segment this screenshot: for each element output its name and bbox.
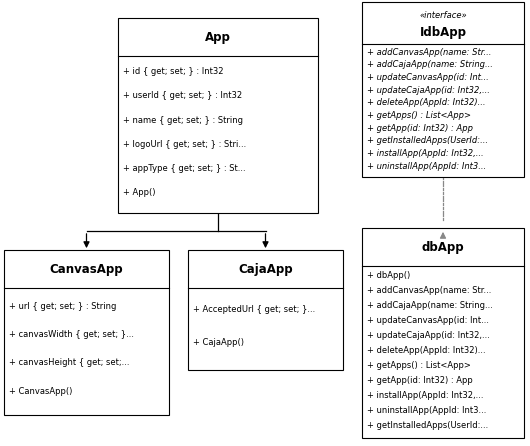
Text: + url { get; set; } : String: + url { get; set; } : String xyxy=(9,302,117,311)
Text: + name { get; set; } : String: + name { get; set; } : String xyxy=(123,116,243,124)
Text: + canvasHeight { get; set;...: + canvasHeight { get; set;... xyxy=(9,358,129,368)
Text: + AcceptedUrl { get; set; }...: + AcceptedUrl { get; set; }... xyxy=(193,305,315,314)
Text: + getInstalledApps(UserId:...: + getInstalledApps(UserId:... xyxy=(367,421,488,430)
Text: + deleteApp(AppId: Int32)...: + deleteApp(AppId: Int32)... xyxy=(367,99,485,107)
Bar xyxy=(362,228,524,438)
Text: «interface»: «interface» xyxy=(419,11,467,20)
Text: + updateCajaApp(id: Int32,...: + updateCajaApp(id: Int32,... xyxy=(367,331,490,340)
Text: + installApp(AppId: Int32,...: + installApp(AppId: Int32,... xyxy=(367,391,483,400)
Text: + addCanvasApp(name: Str...: + addCanvasApp(name: Str... xyxy=(367,286,491,295)
Text: + logoUrl { get; set; } : Stri...: + logoUrl { get; set; } : Stri... xyxy=(123,140,246,149)
Text: + addCanvasApp(name: Str...: + addCanvasApp(name: Str... xyxy=(367,48,491,57)
Text: + uninstallApp(AppId: Int3...: + uninstallApp(AppId: Int3... xyxy=(367,162,486,171)
Text: IdbApp: IdbApp xyxy=(420,26,466,39)
Text: + deleteApp(AppId: Int32)...: + deleteApp(AppId: Int32)... xyxy=(367,346,485,355)
Text: + installApp(AppId: Int32,...: + installApp(AppId: Int32,... xyxy=(367,149,483,158)
Text: + updateCanvasApp(id: Int...: + updateCanvasApp(id: Int... xyxy=(367,73,489,82)
Bar xyxy=(4,250,169,415)
Text: + id { get; set; } : Int32: + id { get; set; } : Int32 xyxy=(123,67,224,76)
Text: + getApp(id: Int32) : App: + getApp(id: Int32) : App xyxy=(367,376,473,385)
Bar xyxy=(362,2,524,177)
Text: + getApps() : List<App>: + getApps() : List<App> xyxy=(367,111,471,120)
Bar xyxy=(118,18,318,213)
Text: + getApps() : List<App>: + getApps() : List<App> xyxy=(367,361,471,370)
Text: + addCajaApp(name: String...: + addCajaApp(name: String... xyxy=(367,60,493,70)
Text: + updateCanvasApp(id: Int...: + updateCanvasApp(id: Int... xyxy=(367,316,489,325)
Text: + uninstallApp(AppId: Int3...: + uninstallApp(AppId: Int3... xyxy=(367,406,487,415)
Text: + App(): + App() xyxy=(123,188,155,197)
Text: CanvasApp: CanvasApp xyxy=(50,263,123,276)
Text: + dbApp(): + dbApp() xyxy=(367,271,410,280)
Text: App: App xyxy=(205,30,231,44)
Text: + appType { get; set; } : St...: + appType { get; set; } : St... xyxy=(123,164,245,173)
Bar xyxy=(188,250,343,370)
Text: + getInstalledApps(UserId:...: + getInstalledApps(UserId:... xyxy=(367,136,488,145)
Text: dbApp: dbApp xyxy=(422,240,464,253)
Text: + getApp(id: Int32) : App: + getApp(id: Int32) : App xyxy=(367,124,473,133)
Text: + CajaApp(): + CajaApp() xyxy=(193,338,244,347)
Text: + addCajaApp(name: String...: + addCajaApp(name: String... xyxy=(367,301,493,310)
Text: CajaApp: CajaApp xyxy=(238,263,293,276)
Text: + canvasWidth { get; set; }...: + canvasWidth { get; set; }... xyxy=(9,330,134,339)
Text: + userId { get; set; } : Int32: + userId { get; set; } : Int32 xyxy=(123,91,242,100)
Text: + CanvasApp(): + CanvasApp() xyxy=(9,387,73,396)
Text: + updateCajaApp(id: Int32,...: + updateCajaApp(id: Int32,... xyxy=(367,86,490,95)
